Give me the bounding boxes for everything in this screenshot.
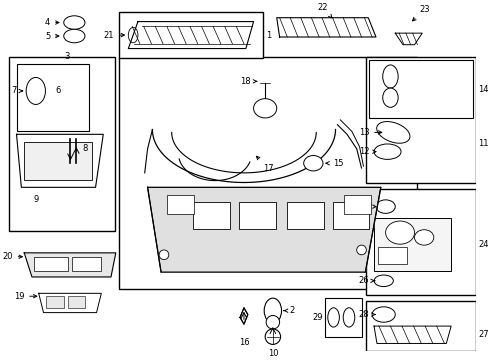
Bar bbox=[46, 296, 63, 308]
Ellipse shape bbox=[414, 230, 433, 245]
Ellipse shape bbox=[63, 29, 85, 43]
Text: 10: 10 bbox=[267, 349, 278, 358]
Bar bbox=[239, 202, 275, 229]
Ellipse shape bbox=[376, 122, 409, 143]
Text: 3: 3 bbox=[64, 53, 69, 62]
Text: 17: 17 bbox=[256, 156, 273, 172]
Ellipse shape bbox=[265, 315, 279, 329]
Ellipse shape bbox=[253, 99, 276, 118]
Ellipse shape bbox=[26, 77, 45, 104]
Text: 2: 2 bbox=[283, 306, 294, 315]
Ellipse shape bbox=[375, 200, 394, 213]
Ellipse shape bbox=[382, 88, 397, 107]
Text: 20: 20 bbox=[2, 252, 22, 261]
Ellipse shape bbox=[159, 250, 168, 260]
Bar bbox=[166, 195, 193, 214]
Bar bbox=[366, 189, 475, 295]
Bar bbox=[67, 296, 85, 308]
Bar bbox=[119, 12, 263, 58]
Ellipse shape bbox=[371, 307, 394, 322]
Bar bbox=[287, 202, 323, 229]
Text: 24: 24 bbox=[477, 240, 488, 249]
Bar bbox=[368, 60, 472, 118]
Ellipse shape bbox=[356, 245, 366, 255]
Ellipse shape bbox=[343, 308, 354, 327]
Bar bbox=[192, 202, 229, 229]
Polygon shape bbox=[240, 308, 247, 324]
Polygon shape bbox=[17, 134, 103, 187]
Text: 19: 19 bbox=[14, 292, 37, 301]
Ellipse shape bbox=[373, 144, 400, 159]
Text: 12: 12 bbox=[358, 147, 375, 156]
Text: 7: 7 bbox=[11, 86, 22, 95]
Polygon shape bbox=[128, 22, 253, 49]
Text: 23: 23 bbox=[412, 5, 429, 21]
Bar bbox=[373, 218, 450, 271]
Text: 11: 11 bbox=[477, 139, 488, 148]
Text: 8: 8 bbox=[82, 144, 87, 153]
Ellipse shape bbox=[264, 298, 281, 323]
Bar bbox=[366, 57, 475, 183]
Polygon shape bbox=[24, 253, 116, 277]
Ellipse shape bbox=[373, 275, 392, 287]
Bar bbox=[332, 202, 368, 229]
Text: 25: 25 bbox=[358, 202, 375, 211]
Text: 6: 6 bbox=[55, 86, 61, 95]
Bar bbox=[366, 301, 475, 351]
Bar bbox=[344, 195, 370, 214]
Text: 28: 28 bbox=[358, 310, 374, 319]
Text: 18: 18 bbox=[240, 77, 256, 86]
Text: 15: 15 bbox=[325, 159, 343, 168]
Ellipse shape bbox=[327, 308, 339, 327]
Bar bbox=[377, 247, 406, 265]
Text: 5: 5 bbox=[45, 32, 59, 41]
Bar bbox=[9, 57, 115, 231]
Text: 14: 14 bbox=[477, 85, 488, 94]
Ellipse shape bbox=[63, 16, 85, 29]
Ellipse shape bbox=[128, 27, 138, 43]
Text: 16: 16 bbox=[238, 338, 249, 347]
Polygon shape bbox=[147, 187, 380, 272]
Ellipse shape bbox=[264, 329, 280, 345]
Polygon shape bbox=[276, 18, 375, 37]
Bar bbox=[17, 64, 89, 131]
Polygon shape bbox=[394, 33, 421, 45]
Ellipse shape bbox=[303, 156, 322, 171]
Bar bbox=[72, 257, 101, 271]
Ellipse shape bbox=[385, 221, 414, 244]
Text: 26: 26 bbox=[358, 276, 374, 285]
Bar bbox=[34, 257, 67, 271]
Bar bbox=[119, 57, 417, 288]
Bar bbox=[324, 298, 361, 337]
Text: 21: 21 bbox=[103, 31, 124, 40]
Text: 13: 13 bbox=[358, 128, 381, 137]
Text: 4: 4 bbox=[45, 18, 59, 27]
Text: 1: 1 bbox=[265, 31, 271, 40]
Text: 22: 22 bbox=[317, 3, 331, 18]
Text: 9: 9 bbox=[33, 195, 39, 204]
Bar bbox=[24, 142, 92, 180]
Polygon shape bbox=[373, 326, 450, 343]
Polygon shape bbox=[39, 293, 101, 312]
Text: 29: 29 bbox=[312, 313, 322, 322]
Text: 27: 27 bbox=[477, 330, 488, 339]
Ellipse shape bbox=[382, 65, 397, 88]
